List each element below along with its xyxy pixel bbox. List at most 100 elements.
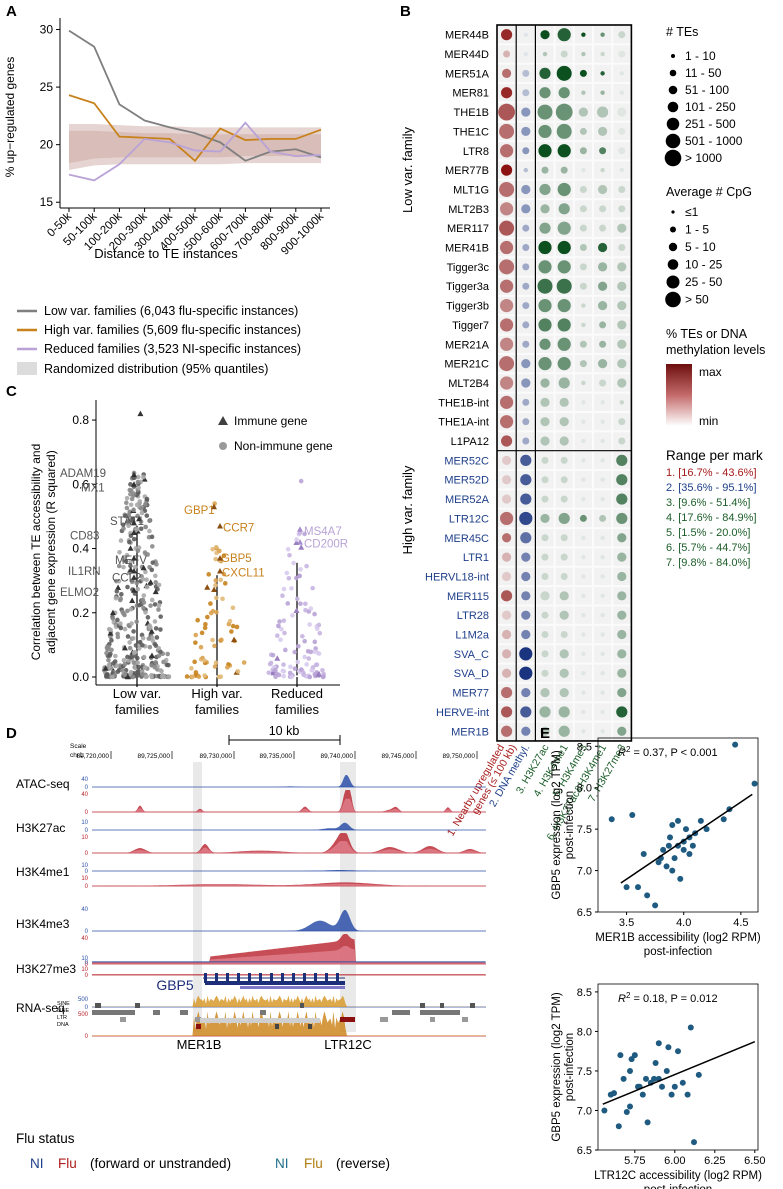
heatmap-dot xyxy=(557,260,571,274)
panel-c-point xyxy=(298,478,304,484)
heatmap-dot xyxy=(600,574,605,579)
gene-name-label: GBP5 xyxy=(156,977,194,993)
panel-e-xtick-label: 6.00 xyxy=(664,1155,685,1167)
panel-c-point xyxy=(143,524,148,530)
legend-tes-label: 101 - 250 xyxy=(685,100,736,114)
heatmap-dot xyxy=(560,495,568,503)
panel-c-immune-point xyxy=(315,671,322,677)
panel-c-immune-point xyxy=(127,566,134,573)
panel-e-point xyxy=(687,1024,694,1031)
panel-c-point xyxy=(277,619,282,624)
heatmap-dot xyxy=(501,590,513,602)
heatmap-dot xyxy=(581,167,586,173)
legend-label-reduced: Reduced families (3,523 NI-specific inst… xyxy=(44,342,301,356)
heatmap-dot xyxy=(520,532,532,544)
panel-c-labeled-point xyxy=(217,523,223,529)
panel-c-point xyxy=(300,633,305,639)
panel-c-point xyxy=(267,661,273,667)
panel-e-xtick-label: 6.50 xyxy=(744,1155,765,1167)
genome-coord-label: 89,730,000 xyxy=(199,753,232,760)
panel-c-point xyxy=(143,502,148,507)
panel-e-annotation: R2 = 0.18, P = 0.012 xyxy=(618,991,718,1006)
panel-c-point xyxy=(296,643,301,649)
heatmap-dot xyxy=(539,338,551,350)
group-label-high-1: High var. xyxy=(191,686,242,701)
legend-flu-reverse: Flu xyxy=(304,1156,323,1171)
heatmap-dot xyxy=(600,554,605,560)
legend-swatch-band xyxy=(17,362,37,375)
panel-e-ytick-label: 7.5 xyxy=(577,824,592,836)
heatmap-dot xyxy=(540,204,550,214)
panel-c-point xyxy=(154,562,159,567)
panel-c-point xyxy=(125,634,131,639)
panel-c-point xyxy=(286,575,292,581)
panel-c-gene-label: MX1 xyxy=(81,483,105,495)
track-signal xyxy=(92,974,486,975)
panel-e-fit-line xyxy=(602,1041,756,1105)
panel-a-line-low xyxy=(68,29,322,162)
heatmap-dot xyxy=(581,438,586,444)
panel-c-point xyxy=(144,584,150,590)
panel-c-point xyxy=(122,661,128,667)
heatmap-dot xyxy=(600,671,605,676)
panel-e-xtick-label: 4.0 xyxy=(676,917,691,929)
heatmap-dot xyxy=(578,107,589,117)
panel-c-point xyxy=(136,664,141,670)
heatmap-dot xyxy=(597,106,609,118)
panel-c-point xyxy=(287,670,293,676)
heatmap-row-label: HERVE-int xyxy=(436,707,489,719)
heatmap-row-label: LTR1 xyxy=(463,552,489,564)
panel-c-point xyxy=(128,606,134,612)
panel-c-point xyxy=(203,621,208,627)
heatmap-dot xyxy=(579,360,587,368)
panel-c-point xyxy=(294,537,299,542)
legend-color-bar xyxy=(666,364,692,426)
panel-c-point xyxy=(106,662,112,668)
heatmap-dot xyxy=(538,124,552,139)
panel-e-point xyxy=(679,1079,686,1086)
gene-exon xyxy=(270,973,273,983)
track-signal xyxy=(92,882,486,886)
panel-c-point xyxy=(221,553,227,558)
heatmap-dot xyxy=(539,67,551,79)
panel-c-point xyxy=(128,502,134,508)
legend-tes-dot xyxy=(668,85,678,95)
panel-c-labeled-point xyxy=(297,539,303,545)
heatmap-dot xyxy=(617,668,627,678)
legend-forward-text: (forward or unstranded) xyxy=(90,1156,231,1171)
track-signal-overlay xyxy=(92,883,486,886)
panel-c-point xyxy=(152,602,158,607)
panel-c-point xyxy=(137,499,143,504)
panel-e-point xyxy=(691,1139,697,1146)
heatmap-dot xyxy=(600,167,605,173)
heatmap-dot xyxy=(616,493,628,505)
panel-c-point xyxy=(312,611,317,617)
panel-c-point xyxy=(104,645,110,651)
panel-e-point xyxy=(635,884,641,891)
panel-c-ylabel-1: Correlation between TE accessibility and xyxy=(29,444,43,661)
panel-c-point xyxy=(190,674,195,680)
heatmap-dot xyxy=(617,300,627,311)
heatmap-dot xyxy=(541,476,549,484)
panel-c-point xyxy=(306,656,312,661)
panel-c-point xyxy=(210,546,215,552)
heatmap-dot xyxy=(520,706,532,718)
panel-c-point xyxy=(127,655,133,660)
panel-c-point xyxy=(222,581,228,586)
panel-e-point xyxy=(639,1091,646,1098)
heatmap-dot xyxy=(502,610,512,620)
panel-c-point xyxy=(141,593,147,598)
legend-tes-dot xyxy=(666,117,680,131)
panel-c-point xyxy=(144,513,150,518)
heatmap-dot xyxy=(540,591,550,601)
panel-c-point xyxy=(165,651,170,657)
heatmap-dot xyxy=(539,222,551,234)
panel-c-point xyxy=(144,577,149,583)
heatmap-row-label: THE1A-int xyxy=(438,417,489,429)
panel-c-point xyxy=(193,632,199,638)
panel-a-ytick-label: 20 xyxy=(40,138,54,152)
panel-c-point xyxy=(124,495,130,501)
panel-e-point xyxy=(655,1040,662,1047)
panel-e-point xyxy=(720,816,727,823)
track-label: H3K27me3 xyxy=(16,962,76,976)
